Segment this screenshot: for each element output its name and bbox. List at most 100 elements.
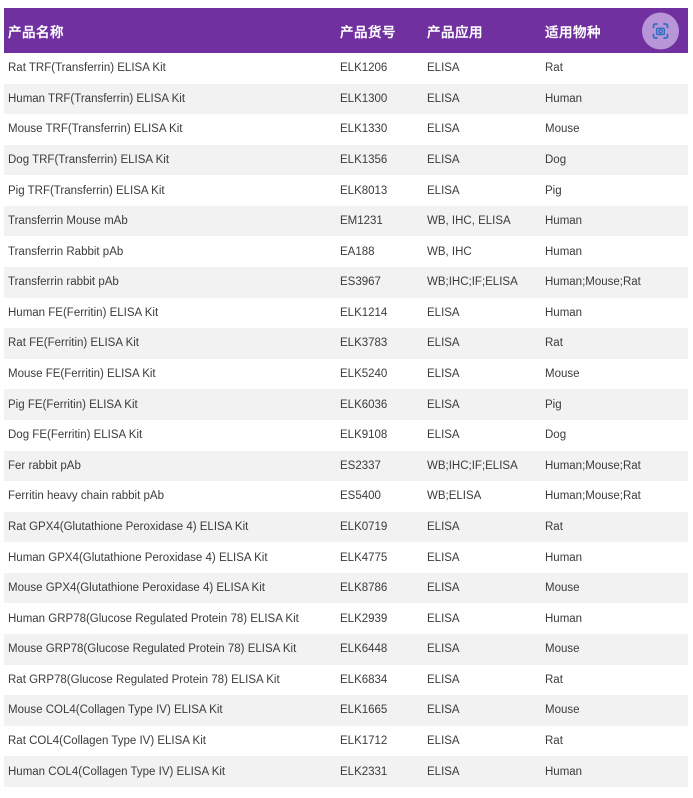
cell-code: ELK8786: [340, 582, 388, 595]
cell-application: WB;IHC;IF;ELISA: [427, 459, 518, 472]
cell-application: ELISA: [427, 184, 460, 197]
table-row: Mouse COL4(Collagen Type IV) ELISA Kit EL…: [4, 695, 688, 726]
cell-species: Rat: [545, 673, 563, 686]
column-header-product-application: 产品应用: [427, 24, 483, 40]
table-row: Rat GRP78(Glucose Regulated Protein 78) …: [4, 664, 688, 696]
cell-code: ELK1330: [340, 123, 388, 136]
cell-application: ELISA: [427, 765, 460, 778]
table-header: 产品名称 产品货号 产品应用 适用物种: [4, 8, 688, 53]
cell-code: ELK6036: [340, 398, 388, 411]
cell-species: Pig: [545, 398, 562, 411]
product-table: 产品名称 产品货号 产品应用 适用物种 Rat TRF: [4, 8, 688, 787]
cell-species: Human;Mouse;Rat: [545, 459, 641, 472]
cell-species: Mouse: [545, 582, 580, 595]
cell-code: ELK1214: [340, 306, 388, 319]
cell-species: Rat: [545, 337, 563, 350]
table-row: Mouse FE(Ferritin) ELISA Kit ELK5240 ELISA…: [4, 358, 688, 390]
cell-code: ELK4775: [340, 551, 388, 564]
cell-code: EA188: [340, 245, 375, 258]
cell-application: ELISA: [427, 643, 460, 656]
cell-species: Human: [545, 612, 583, 625]
table-row: Fer rabbit pAb ES2337 WB;IHC;IF;ELISA Human…: [4, 450, 688, 482]
cell-application: ELISA: [427, 92, 460, 105]
cell-species: Pig: [545, 184, 562, 197]
cell-species: Human;Mouse;Rat: [545, 490, 641, 503]
image-scan-button[interactable]: [642, 12, 679, 49]
cell-code: ELK1356: [340, 154, 388, 167]
cell-code: ES5400: [340, 490, 381, 503]
cell-code: ELK2939: [340, 612, 388, 625]
cell-name: Human TRF(Transferrin) ELISA Kit: [8, 92, 186, 105]
cell-species: Human: [545, 551, 583, 564]
cell-code: ELK1665: [340, 704, 388, 717]
cell-code: ELK9108: [340, 429, 388, 442]
table-row: Transferrin rabbit pAb ES3967 WB;IHC;IF;EL…: [4, 267, 688, 298]
cell-code: ES2337: [340, 459, 381, 472]
cell-species: Human;Mouse;Rat: [545, 276, 641, 289]
cell-application: ELISA: [427, 704, 460, 717]
cell-name: Transferrin Mouse mAb: [8, 215, 128, 228]
cell-species: Mouse: [545, 704, 580, 717]
cell-application: WB;ELISA: [427, 490, 482, 503]
column-header-product-code: 产品货号: [340, 24, 396, 40]
cell-name: Transferrin Rabbit pAb: [8, 245, 124, 258]
cell-application: ELISA: [427, 582, 460, 595]
table-row: Mouse GRP78(Glucose Regulated Protein 78…: [4, 633, 688, 665]
cell-name: Human COL4(Collagen Type IV) ELISA Kit: [8, 765, 226, 778]
cell-code: ELK1300: [340, 92, 388, 105]
table-row: Pig TRF(Transferrin) ELISA Kit ELK8013 ELI…: [4, 175, 688, 206]
cell-application: ELISA: [427, 673, 460, 686]
table-row: Pig FE(Ferritin) ELISA Kit ELK6036 ELISA Pi…: [4, 389, 688, 420]
cell-code: ELK3783: [340, 337, 388, 350]
cell-species: Human: [545, 245, 583, 258]
cell-species: Dog: [545, 154, 567, 167]
cell-application: ELISA: [427, 62, 460, 75]
cell-application: ELISA: [427, 123, 460, 136]
cell-code: EM1231: [340, 215, 383, 228]
cell-application: ELISA: [427, 520, 460, 533]
cell-name: Dog FE(Ferritin) ELISA Kit: [8, 429, 143, 442]
cell-name: Rat FE(Ferritin) ELISA Kit: [8, 337, 140, 350]
table-row: Human GRP78(Glucose Regulated Protein 78…: [4, 603, 688, 634]
cell-code: ELK1206: [340, 62, 388, 75]
cell-species: Mouse: [545, 643, 580, 656]
cell-application: WB;IHC;IF;ELISA: [427, 276, 518, 289]
table-row: Dog TRF(Transferrin) ELISA Kit ELK1356 ELI…: [4, 144, 688, 176]
cell-application: ELISA: [427, 306, 460, 319]
table-row: Mouse TRF(Transferrin) ELISA Kit ELK1330 E…: [4, 114, 688, 145]
cell-name: Mouse FE(Ferritin) ELISA Kit: [8, 368, 156, 381]
cell-name: Human GRP78(Glucose Regulated Protein 78…: [8, 612, 299, 625]
cell-code: ELK6834: [340, 673, 388, 686]
table-row: Ferritin heavy chain rabbit pAb ES5400 WB;…: [4, 481, 688, 512]
table-row: Mouse GPX4(Glutathione Peroxidase 4) ELI…: [4, 572, 688, 604]
cell-name: Dog TRF(Transferrin) ELISA Kit: [8, 154, 170, 167]
cell-species: Rat: [545, 520, 563, 533]
cell-species: Human: [545, 306, 583, 319]
table-row: Rat FE(Ferritin) ELISA Kit ELK3783 ELISA Ra…: [4, 328, 688, 359]
cell-name: Human FE(Ferritin) ELISA Kit: [8, 306, 159, 319]
table-row: Rat GPX4(Glutathione Peroxidase 4) ELISA…: [4, 511, 688, 543]
cell-name: Mouse GRP78(Glucose Regulated Protein 78…: [8, 643, 297, 656]
cell-application: ELISA: [427, 337, 460, 350]
cell-code: ELK5240: [340, 368, 388, 381]
cell-name: Transferrin rabbit pAb: [8, 276, 119, 289]
cell-name: Pig FE(Ferritin) ELISA Kit: [8, 398, 138, 411]
cell-name: Human GPX4(Glutathione Peroxidase 4) ELI…: [8, 551, 268, 564]
cell-application: ELISA: [427, 398, 460, 411]
cell-species: Dog: [545, 429, 567, 442]
table-row: Dog FE(Ferritin) ELISA Kit ELK9108 ELISA Do…: [4, 419, 688, 451]
table-body: Rat TRF(Transferrin) ELISA Kit ELK1206 ELI…: [4, 53, 688, 787]
cell-name: Ferritin heavy chain rabbit pAb: [8, 490, 164, 503]
cell-name: Rat GPX4(Glutathione Peroxidase 4) ELISA…: [8, 520, 249, 533]
cell-code: ELK8013: [340, 184, 388, 197]
cell-name: Fer rabbit pAb: [8, 459, 81, 472]
table-row: Transferrin Mouse mAb EM1231 WB, IHC, ELIS…: [4, 205, 688, 237]
cell-application: ELISA: [427, 612, 460, 625]
cell-application: ELISA: [427, 429, 460, 442]
cell-name: Pig TRF(Transferrin) ELISA Kit: [8, 184, 165, 197]
cell-application: WB, IHC: [427, 245, 472, 258]
cell-code: ELK2331: [340, 765, 388, 778]
table-row: Human GPX4(Glutathione Peroxidase 4) ELI…: [4, 542, 688, 573]
cell-species: Mouse: [545, 123, 580, 136]
